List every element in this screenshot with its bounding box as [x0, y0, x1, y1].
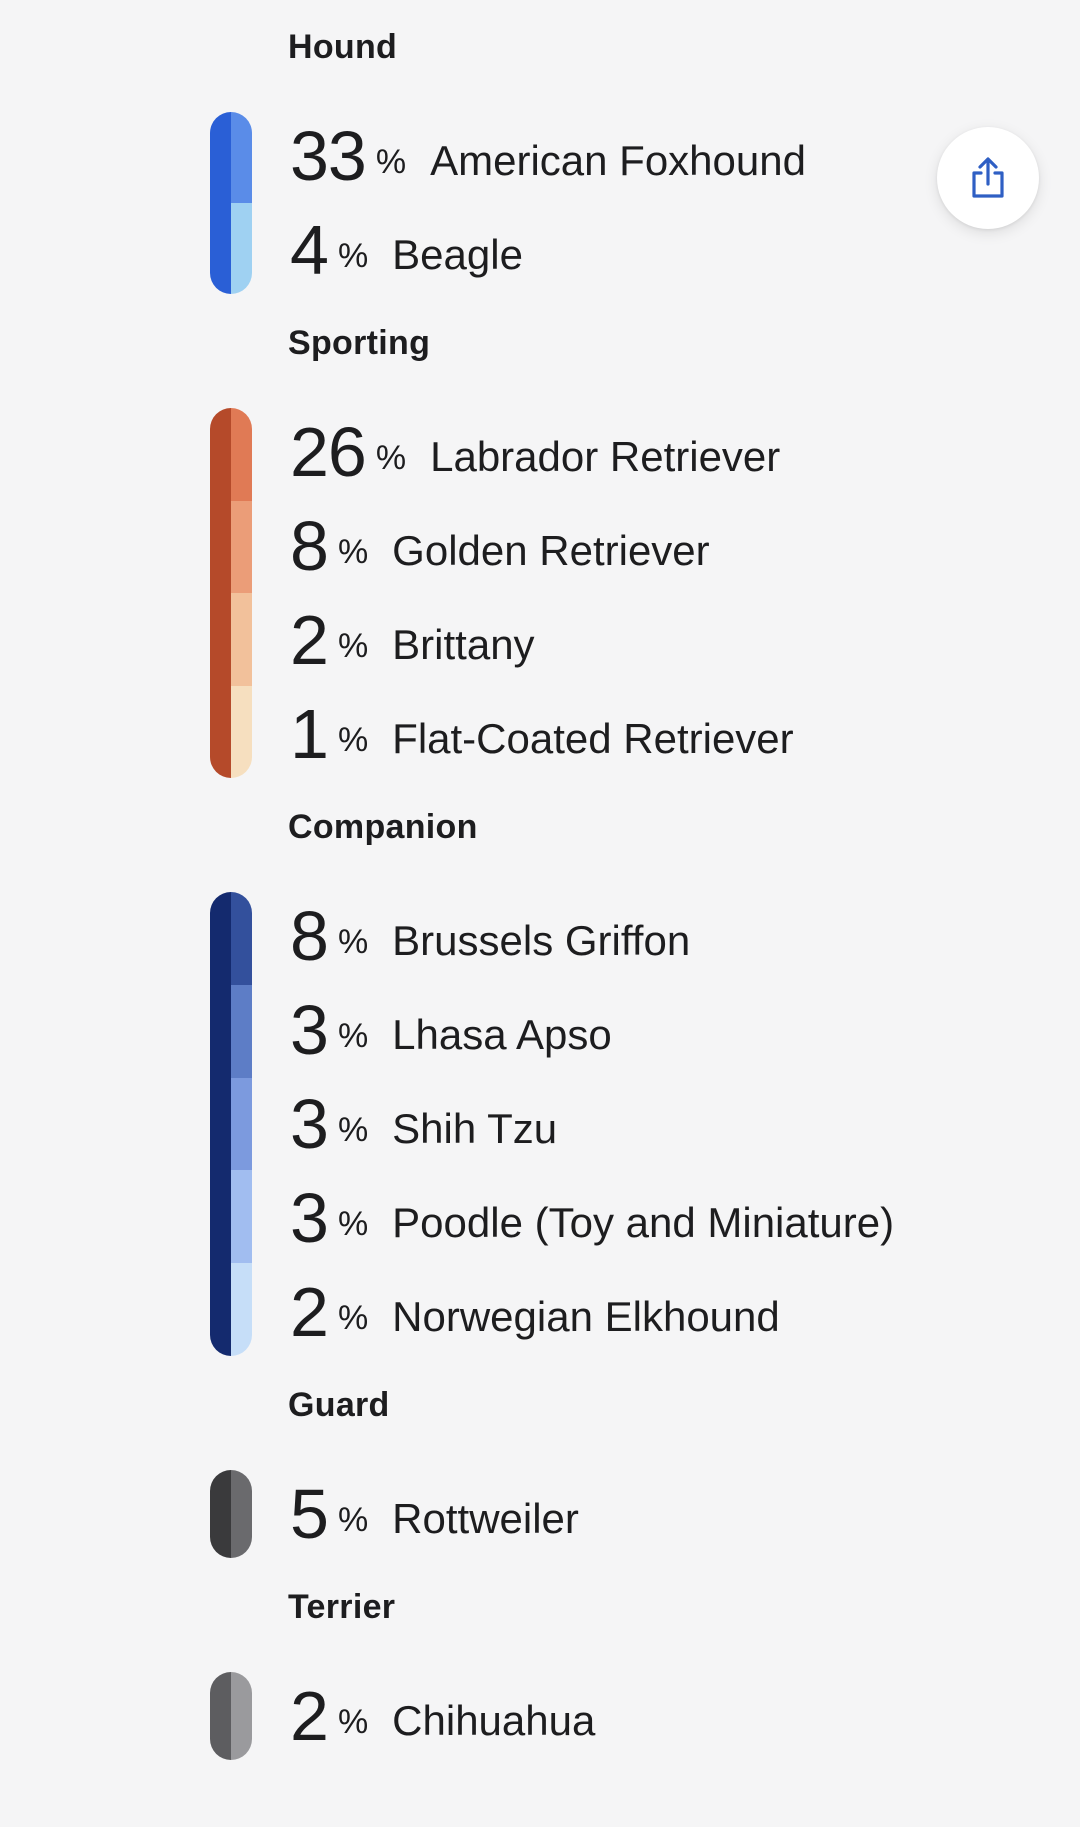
breed-name: Norwegian Elkhound — [392, 1293, 780, 1340]
group-title: Sporting — [288, 324, 431, 362]
breed-row: 33% American Foxhound — [290, 109, 806, 203]
breed-color-segment — [231, 1263, 252, 1356]
breed-row: 3% Lhasa Apso — [290, 983, 612, 1077]
percent-sign: % — [337, 1298, 369, 1337]
breed-color-segment — [231, 1077, 252, 1171]
breed-color-segments — [231, 1470, 252, 1558]
breed-row: 2% Chihuahua — [290, 1669, 595, 1763]
breed-name: American Foxhound — [430, 137, 806, 184]
breed-color-segment — [231, 685, 252, 778]
breed-color-segment — [231, 593, 252, 686]
breed-row: 3% Shih Tzu — [290, 1077, 557, 1171]
percent-sign: % — [337, 1702, 369, 1741]
breed-row: 2% Norwegian Elkhound — [290, 1265, 780, 1359]
percent-sign: % — [337, 532, 369, 571]
breed-name: Poodle (Toy and Miniature) — [392, 1199, 895, 1246]
breed-row: 1% Flat-Coated Retriever — [290, 687, 794, 781]
percent-sign: % — [337, 1204, 369, 1243]
group-title: Companion — [288, 808, 478, 846]
breed-name: Brussels Griffon — [392, 917, 691, 964]
group-title: Terrier — [288, 1588, 396, 1626]
breed-name: Rottweiler — [392, 1495, 579, 1542]
percent-sign: % — [337, 626, 369, 665]
percent-sign: % — [337, 1110, 369, 1149]
breed-name: Brittany — [392, 621, 535, 668]
group-color-band — [210, 112, 231, 294]
breed-percent-value: 26 — [290, 413, 367, 491]
group-color-bar — [210, 112, 252, 294]
group-title: Hound — [288, 28, 398, 66]
breed-row: 5% Rottweiler — [290, 1467, 579, 1561]
breed-color-segment — [231, 892, 252, 985]
breed-percent-value: 4 — [290, 211, 329, 289]
breed-color-segment — [231, 984, 252, 1078]
share-button[interactable] — [937, 127, 1039, 229]
group-color-band — [210, 892, 231, 1356]
group-color-bar — [210, 1672, 252, 1760]
group-color-bar — [210, 892, 252, 1356]
percent-sign: % — [337, 922, 369, 961]
breed-row: 8% Brussels Griffon — [290, 889, 690, 983]
breed-color-segment — [231, 1170, 252, 1264]
breed-row: 4% Beagle — [290, 203, 523, 297]
percent-sign: % — [375, 142, 407, 181]
percent-sign: % — [337, 720, 369, 759]
breed-name: Golden Retriever — [392, 527, 710, 574]
percent-sign: % — [337, 1500, 369, 1539]
breed-name: Flat-Coated Retriever — [392, 715, 794, 762]
breed-name: Lhasa Apso — [392, 1011, 612, 1058]
breed-row: 2% Brittany — [290, 593, 535, 687]
group-color-band — [210, 408, 231, 778]
breed-percent-value: 5 — [290, 1475, 329, 1553]
breed-name: Shih Tzu — [392, 1105, 558, 1152]
breed-color-segments — [231, 1672, 252, 1760]
breed-color-segment — [231, 1672, 252, 1760]
breed-color-segment — [231, 1470, 252, 1558]
breed-name: Chihuahua — [392, 1697, 596, 1744]
share-icon — [972, 157, 1004, 198]
percent-sign: % — [375, 438, 407, 477]
group-color-bar — [210, 408, 252, 778]
group-color-bar — [210, 1470, 252, 1558]
group-color-band — [210, 1672, 231, 1760]
breed-row: 3% Poodle (Toy and Miniature) — [290, 1171, 894, 1265]
percent-sign: % — [337, 1016, 369, 1055]
breed-color-segments — [231, 112, 252, 294]
breed-color-segment — [231, 408, 252, 501]
percent-sign: % — [337, 236, 369, 275]
breed-color-segment — [231, 112, 252, 203]
breed-percent-value: 3 — [290, 1179, 329, 1257]
breed-percent-value: 33 — [290, 117, 367, 195]
breed-color-segments — [231, 408, 252, 778]
breed-percent-value: 2 — [290, 601, 329, 679]
breed-percent-value: 2 — [290, 1677, 329, 1755]
group-color-band — [210, 1470, 231, 1558]
breed-color-segment — [231, 500, 252, 593]
breed-percent-value: 3 — [290, 1085, 329, 1163]
breed-percent-value: 8 — [290, 897, 329, 975]
breed-percent-value: 1 — [290, 695, 329, 773]
breed-name: Labrador Retriever — [430, 433, 781, 480]
breed-percent-value: 2 — [290, 1273, 329, 1351]
breed-percent-value: 8 — [290, 507, 329, 585]
breed-color-segments — [231, 892, 252, 1356]
breed-row: 8% Golden Retriever — [290, 499, 710, 593]
group-title: Guard — [288, 1386, 390, 1424]
breed-row: 26% Labrador Retriever — [290, 405, 780, 499]
breed-name: Beagle — [392, 231, 523, 278]
breed-percent-value: 3 — [290, 991, 329, 1069]
breed-color-segment — [231, 203, 252, 294]
